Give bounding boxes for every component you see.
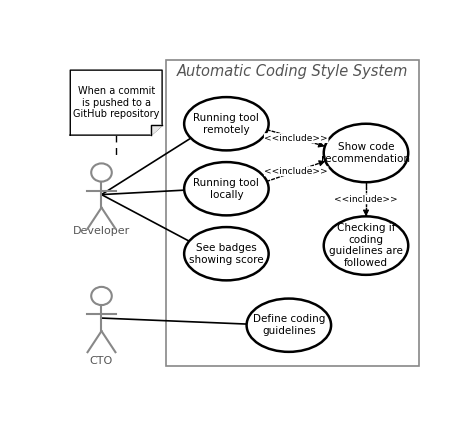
Ellipse shape	[324, 124, 408, 182]
Text: CTO: CTO	[90, 356, 113, 366]
Text: Running tool
locally: Running tool locally	[193, 178, 259, 200]
Text: Automatic Coding Style System: Automatic Coding Style System	[177, 64, 408, 78]
Polygon shape	[70, 70, 162, 135]
Text: When a commit
is pushed to a
GitHub repository: When a commit is pushed to a GitHub repo…	[73, 86, 159, 119]
Ellipse shape	[184, 227, 269, 280]
Text: <<include>>: <<include>>	[334, 195, 398, 204]
Ellipse shape	[184, 97, 269, 150]
Text: Developer: Developer	[73, 226, 130, 236]
Text: <<include>>: <<include>>	[264, 134, 328, 143]
Text: Show code
recommendation: Show code recommendation	[321, 142, 410, 164]
Text: <<include>>: <<include>>	[264, 167, 328, 176]
Text: Running tool
remotely: Running tool remotely	[193, 113, 259, 135]
Text: See badges
showing score: See badges showing score	[189, 243, 264, 265]
Text: Checking if
coding
guidelines are
followed: Checking if coding guidelines are follow…	[329, 223, 403, 268]
Polygon shape	[151, 125, 162, 135]
Ellipse shape	[184, 162, 269, 215]
FancyBboxPatch shape	[166, 60, 419, 366]
Ellipse shape	[324, 216, 408, 275]
Ellipse shape	[246, 299, 331, 352]
Text: Define coding
guidelines: Define coding guidelines	[253, 314, 325, 336]
